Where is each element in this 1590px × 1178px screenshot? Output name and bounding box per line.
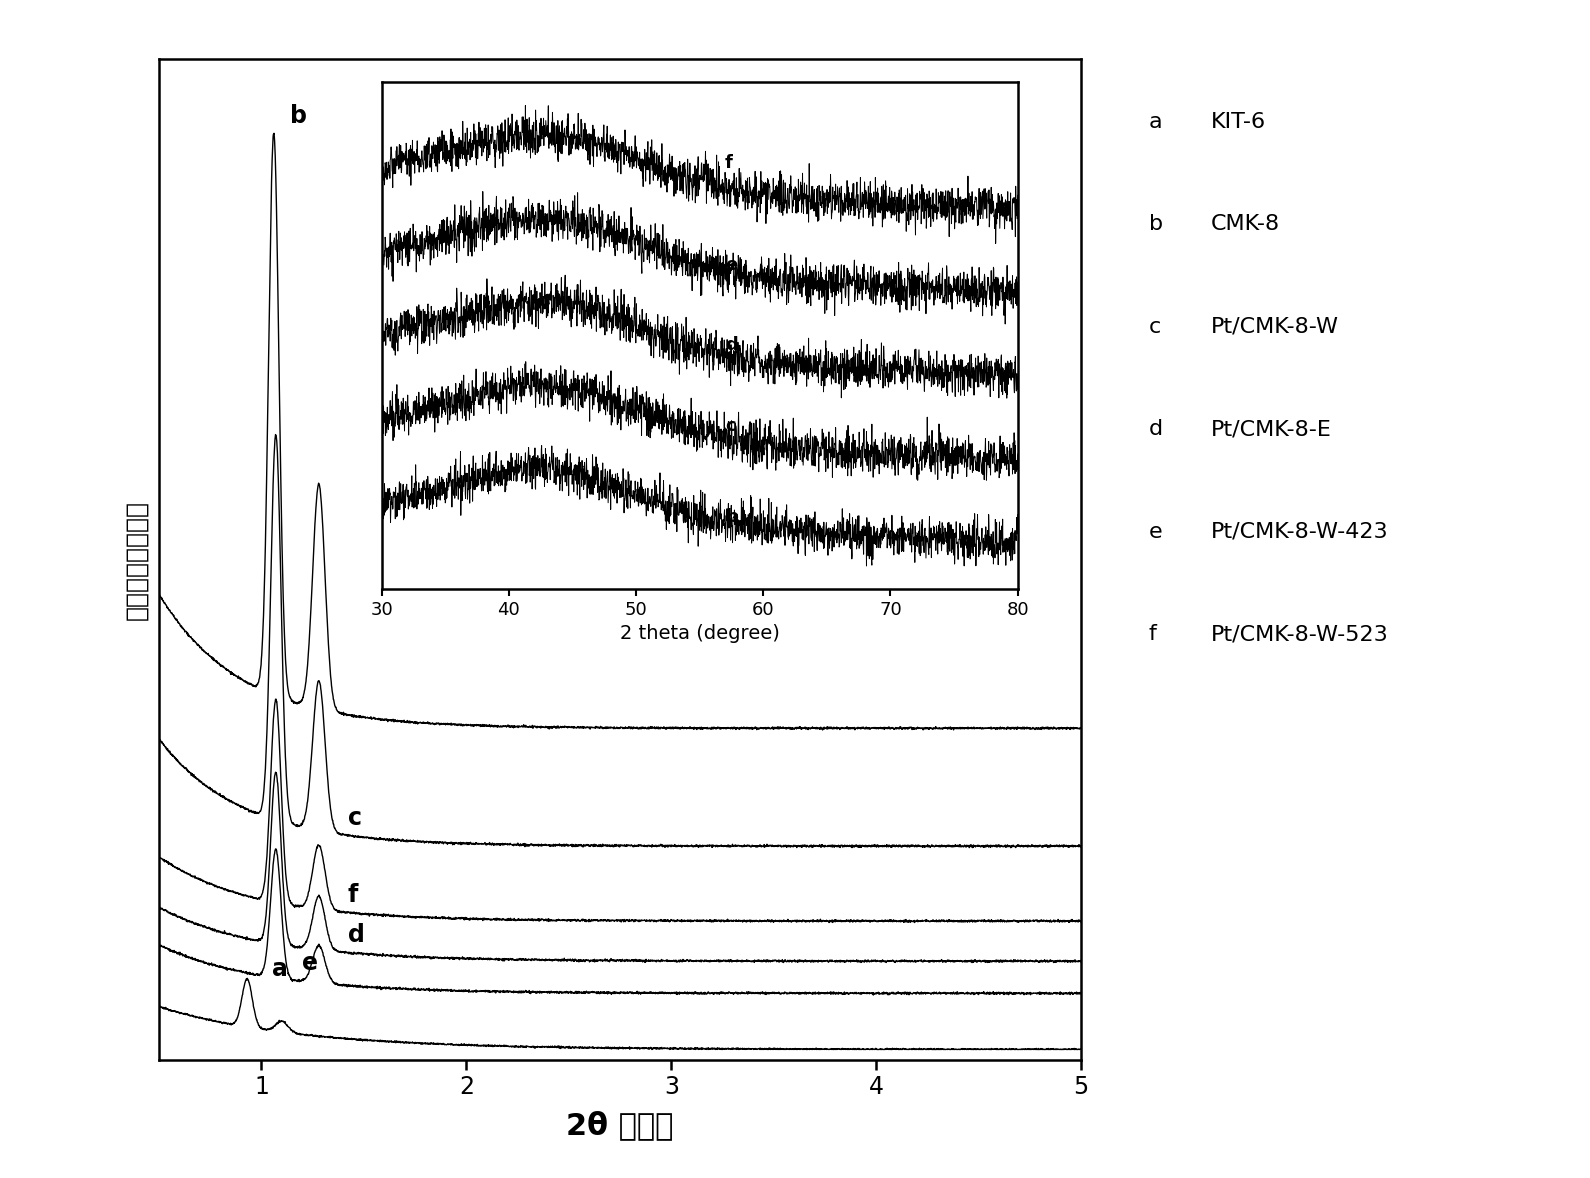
Text: c: c <box>1148 317 1161 337</box>
Text: a: a <box>1148 112 1162 132</box>
Text: f: f <box>1148 624 1156 644</box>
Text: e: e <box>1148 522 1162 542</box>
Text: c: c <box>725 417 736 435</box>
Text: a: a <box>272 957 288 981</box>
X-axis label: 2 theta (degree): 2 theta (degree) <box>620 624 779 643</box>
Text: d: d <box>1148 419 1162 439</box>
Text: d: d <box>725 337 738 355</box>
Text: f: f <box>348 882 358 907</box>
Text: b: b <box>291 104 307 128</box>
Text: e: e <box>725 256 738 274</box>
Text: KIT-6: KIT-6 <box>1212 112 1266 132</box>
Text: b: b <box>1148 214 1162 234</box>
Text: Pt/CMK-8-W: Pt/CMK-8-W <box>1212 317 1339 337</box>
X-axis label: 2θ （度）: 2θ （度） <box>566 1110 674 1140</box>
Text: c: c <box>348 806 361 829</box>
Text: Pt/CMK-8-W-423: Pt/CMK-8-W-423 <box>1212 522 1388 542</box>
Text: CMK-8: CMK-8 <box>1212 214 1280 234</box>
Text: Pt/CMK-8-W-523: Pt/CMK-8-W-523 <box>1212 624 1388 644</box>
Text: e: e <box>302 951 318 974</box>
Text: b: b <box>725 508 738 525</box>
Y-axis label: 强度（任意单位）: 强度（任意单位） <box>124 499 148 620</box>
Text: f: f <box>725 154 733 172</box>
Text: Pt/CMK-8-E: Pt/CMK-8-E <box>1212 419 1332 439</box>
Text: d: d <box>348 924 364 947</box>
